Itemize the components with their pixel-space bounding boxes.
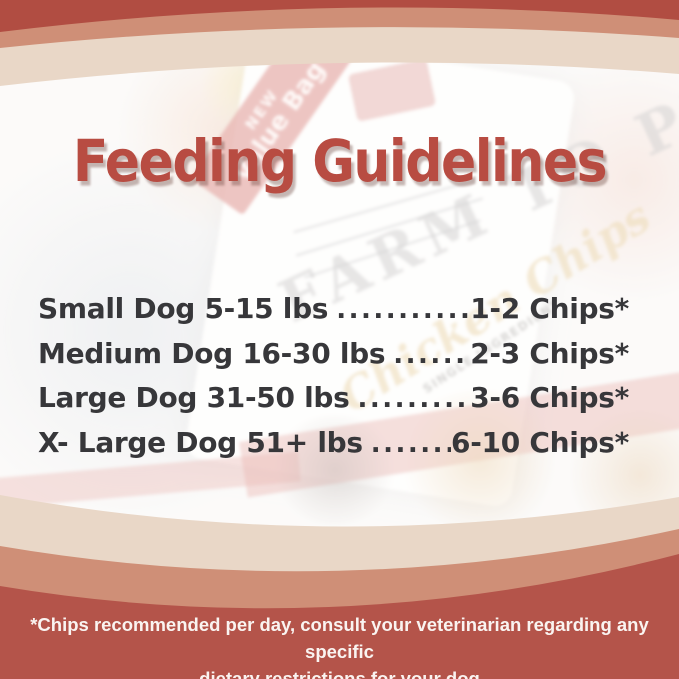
leader-dots: ................... [357, 384, 471, 414]
disclaimer-text: *Chips recommended per day, consult your… [0, 611, 679, 679]
row-label: X- Large Dog 51+ lbs [38, 425, 363, 459]
row-value: 3-6 Chips* [470, 381, 629, 414]
leader-dots: .............. [393, 339, 470, 370]
row-value: 2-3 Chips* [470, 336, 629, 370]
guideline-row-medium-dog: Medium Dog 16-30 lbs .............. 2-3 … [38, 332, 629, 377]
page-title: Feeding Guidelines [72, 128, 608, 196]
guideline-row-small-dog: Small Dog 5-15 lbs .....................… [38, 287, 629, 332]
row-value: 1-2 Chips* [470, 292, 629, 325]
row-label: Small Dog 5-15 lbs [38, 292, 329, 325]
guideline-row-large-dog: Large Dog 31-50 lbs ................... … [38, 376, 629, 421]
row-label: Medium Dog 16-30 lbs [38, 336, 386, 370]
row-label: Large Dog 31-50 lbs [38, 381, 350, 414]
guideline-row-xlarge-dog: X- Large Dog 51+ lbs .................. … [38, 421, 629, 466]
leader-dots: .................. [370, 428, 451, 459]
feeding-guidelines-list: Small Dog 5-15 lbs .....................… [38, 287, 629, 465]
disclaimer-line-2: dietary restrictions for your dog [199, 668, 480, 679]
leader-dots: ..................... [336, 295, 470, 325]
row-value: 6-10 Chips* [451, 425, 629, 459]
disclaimer-line-1: *Chips recommended per day, consult your… [30, 614, 649, 662]
